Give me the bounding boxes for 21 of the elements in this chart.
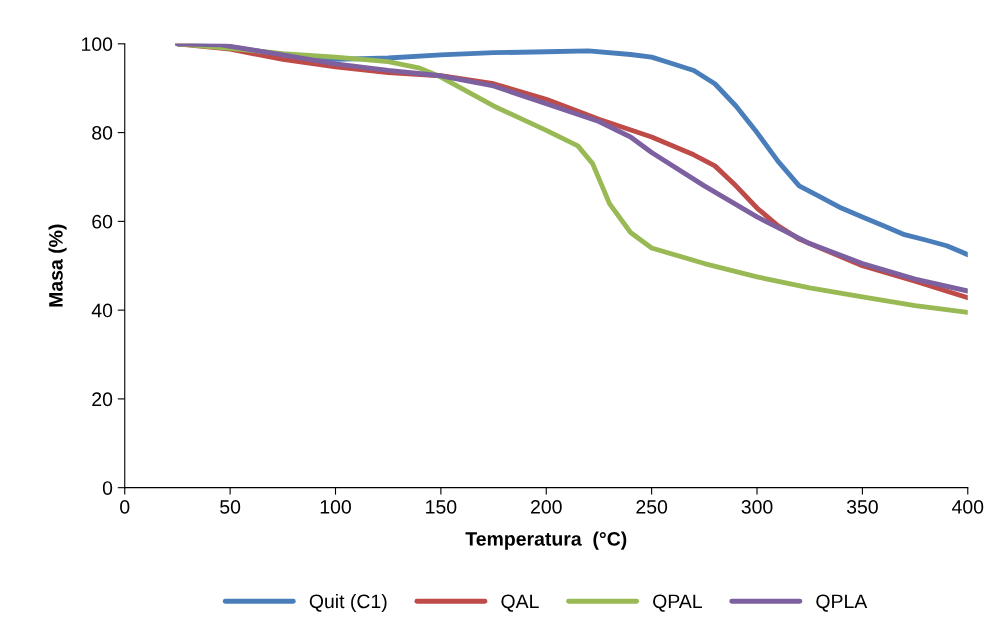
- y-axis-title: Masa (%): [48, 224, 67, 307]
- x-tick-label: 300: [741, 500, 773, 514]
- y-tick-label: 40: [91, 303, 113, 318]
- x-axis-title: Temperatura (°C): [465, 531, 627, 550]
- legend-label: Quit (C1): [309, 593, 387, 613]
- x-tick-label: 350: [846, 500, 878, 514]
- legend-label: QAL: [501, 594, 539, 612]
- x-tick-label: 150: [426, 500, 457, 514]
- y-tick-label: 80: [92, 126, 113, 140]
- legend-label: QPAL: [653, 594, 702, 612]
- x-tick-label: 200: [531, 500, 562, 514]
- y-tick-label: 0: [102, 481, 113, 495]
- x-tick-label: 100: [320, 500, 351, 514]
- y-tick-label: 100: [81, 37, 113, 52]
- y-tick-label: 20: [92, 392, 113, 407]
- x-tick-label: 400: [952, 500, 984, 514]
- x-tick-label: 50: [220, 500, 241, 514]
- y-tick-label: 60: [92, 214, 113, 229]
- x-tick-label: 0: [120, 500, 130, 514]
- x-tick-label: 250: [636, 500, 668, 514]
- legend-label: QPLA: [816, 594, 868, 612]
